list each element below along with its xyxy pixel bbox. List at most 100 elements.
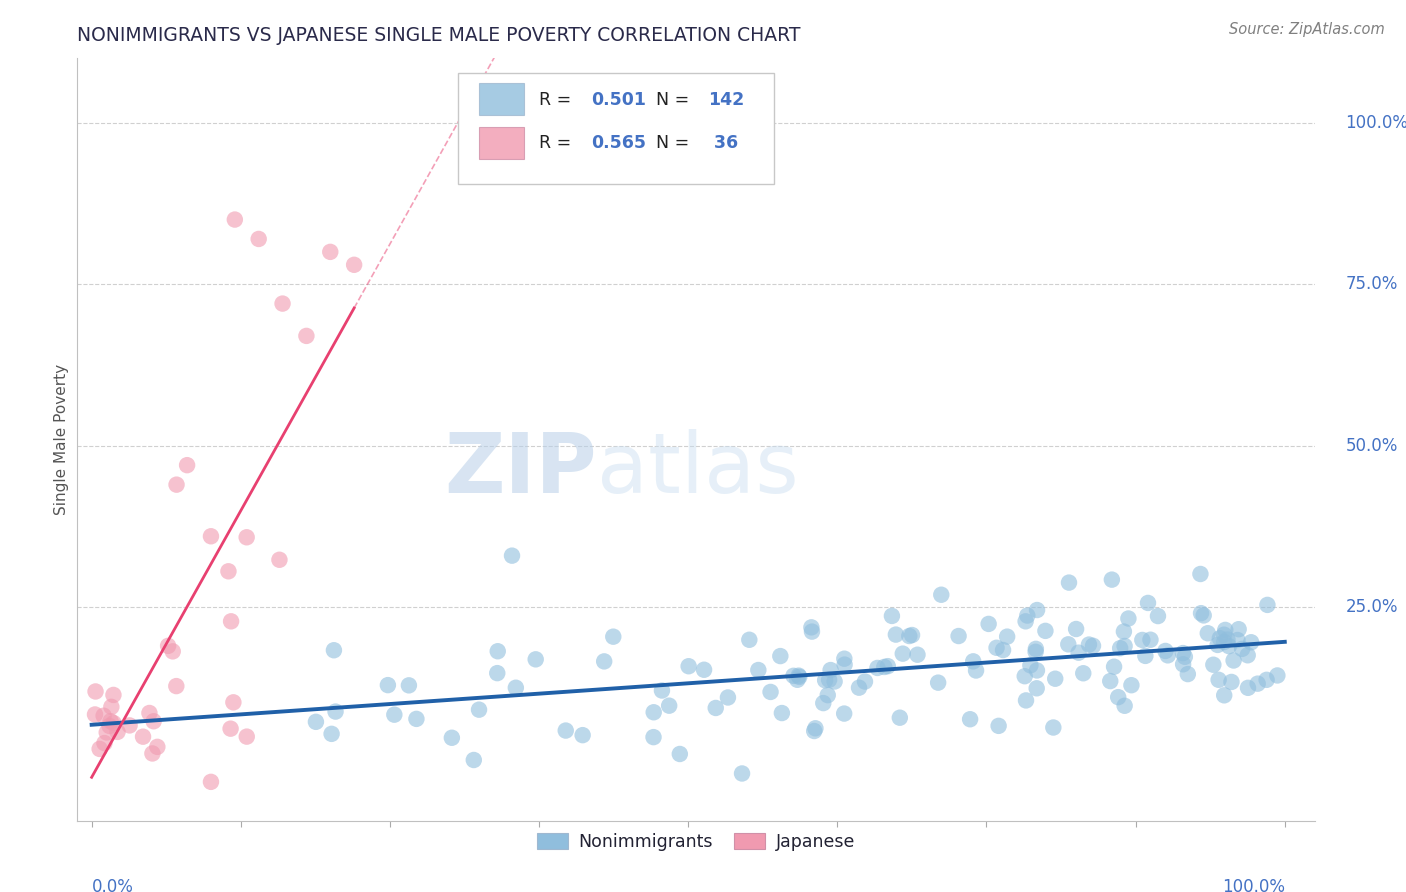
Point (1064, 622, 1087, 636)
Point (1171, 646, 1194, 660)
FancyBboxPatch shape (458, 73, 773, 184)
Point (305, 714, 328, 729)
Point (93, 736, 115, 750)
Point (891, 647, 914, 661)
Point (907, 648, 929, 662)
Point (1101, 573, 1123, 587)
Point (800, 620, 823, 634)
Point (1109, 641, 1132, 656)
Point (1025, 641, 1047, 656)
Point (325, 705, 347, 719)
Point (803, 724, 825, 739)
Point (1247, 676, 1270, 690)
Point (468, 703, 491, 717)
Point (322, 643, 344, 657)
Point (866, 661, 889, 675)
Point (142, 714, 165, 729)
Point (1192, 608, 1215, 623)
Point (704, 701, 727, 715)
Point (643, 706, 665, 720)
Point (1130, 632, 1153, 647)
Point (398, 678, 420, 692)
Point (1045, 672, 1067, 686)
Point (1017, 608, 1039, 623)
Point (98, 719, 121, 733)
Point (1118, 611, 1140, 625)
Point (501, 549, 523, 563)
Text: 36: 36 (709, 135, 738, 153)
Point (1026, 664, 1049, 678)
Point (1026, 603, 1049, 617)
Point (1171, 657, 1194, 672)
Point (782, 669, 804, 683)
Point (1099, 674, 1122, 689)
Text: N =: N = (657, 135, 695, 153)
Point (651, 683, 673, 698)
Point (977, 616, 1000, 631)
Point (717, 690, 740, 705)
Point (96, 725, 118, 739)
Text: 0.565: 0.565 (591, 135, 645, 153)
Point (678, 659, 700, 673)
Point (1197, 626, 1219, 640)
Point (405, 712, 427, 726)
Point (219, 615, 242, 629)
Point (166, 477, 188, 491)
Point (1114, 698, 1136, 713)
Point (786, 673, 808, 687)
Point (787, 668, 810, 682)
Point (1227, 622, 1250, 636)
Point (873, 660, 896, 674)
Point (100, 699, 122, 714)
Point (343, 258, 366, 272)
Point (1019, 658, 1042, 673)
Point (995, 630, 1018, 644)
Point (1189, 606, 1212, 620)
Point (1213, 689, 1236, 703)
Point (157, 639, 180, 653)
Point (948, 629, 970, 643)
Point (880, 609, 903, 624)
Point (1230, 641, 1253, 656)
Point (118, 718, 141, 732)
Point (787, 670, 810, 684)
Point (853, 674, 876, 689)
Point (813, 696, 835, 710)
Text: R =: R = (538, 91, 576, 109)
Point (889, 711, 911, 725)
Text: ZIP: ZIP (444, 429, 598, 510)
Point (132, 730, 155, 744)
Point (1081, 639, 1104, 653)
Point (965, 664, 987, 678)
Point (1078, 638, 1101, 652)
Point (440, 731, 463, 745)
Point (219, 722, 242, 736)
Point (1267, 668, 1289, 682)
Point (1240, 635, 1263, 649)
Point (382, 707, 405, 722)
Point (1222, 653, 1244, 667)
Point (200, 775, 222, 789)
Point (107, 725, 129, 739)
Point (804, 721, 827, 735)
Bar (479, 83, 524, 115)
Point (165, 679, 187, 693)
Point (146, 739, 169, 754)
Point (1213, 628, 1236, 642)
Point (643, 730, 665, 744)
Point (235, 530, 257, 544)
Point (1057, 575, 1080, 590)
Point (1139, 632, 1161, 647)
Point (1226, 633, 1249, 648)
Point (1216, 632, 1239, 647)
Point (1014, 669, 1036, 683)
Point (898, 629, 921, 643)
Point (103, 688, 125, 702)
Point (1071, 666, 1094, 681)
Text: 50.0%: 50.0% (1346, 437, 1398, 455)
Text: Source: ZipAtlas.com: Source: ZipAtlas.com (1229, 22, 1385, 37)
Point (1135, 648, 1157, 663)
Point (1147, 609, 1170, 624)
Point (571, 728, 593, 742)
Point (224, 212, 246, 227)
